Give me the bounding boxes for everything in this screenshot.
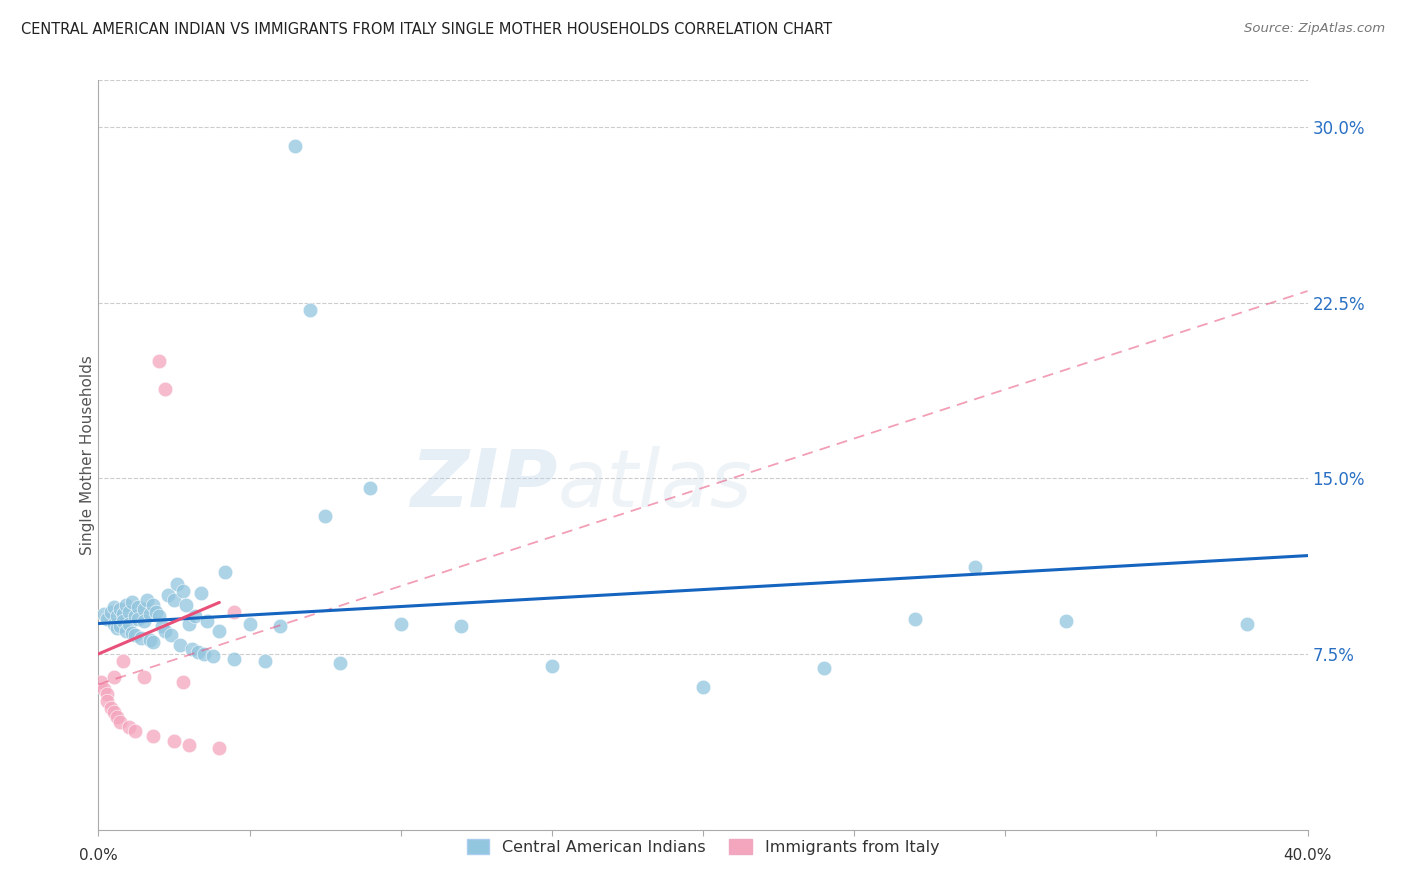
Point: [111, 607, 134, 621]
Point: [153, 382, 176, 396]
Point: [111, 614, 134, 628]
Point: [121, 626, 143, 640]
Point: [184, 609, 207, 624]
Point: [1054, 614, 1077, 628]
Point: [96, 612, 118, 626]
Point: [253, 654, 276, 668]
Legend: Central American Indians, Immigrants from Italy: Central American Indians, Immigrants fro…: [458, 830, 948, 863]
Point: [105, 710, 128, 724]
Point: [1236, 616, 1258, 631]
Point: [179, 739, 201, 753]
Point: [904, 612, 927, 626]
Point: [163, 593, 186, 607]
Point: [124, 724, 146, 739]
Point: [190, 586, 212, 600]
Point: [284, 138, 307, 153]
Point: [540, 658, 562, 673]
Point: [148, 354, 170, 368]
Point: [139, 632, 162, 647]
Point: [181, 642, 204, 657]
Point: [202, 649, 225, 664]
Point: [214, 565, 236, 579]
Point: [103, 670, 125, 684]
Point: [127, 600, 149, 615]
Point: [450, 619, 472, 633]
Point: [124, 628, 146, 642]
Point: [208, 624, 231, 638]
Point: [692, 680, 714, 694]
Point: [187, 644, 209, 658]
Point: [239, 616, 262, 631]
Point: [360, 481, 382, 495]
Point: [329, 657, 352, 671]
Point: [108, 714, 131, 729]
Point: [169, 638, 191, 652]
Point: [813, 661, 835, 675]
Point: [90, 675, 112, 690]
Point: [103, 616, 125, 631]
Point: [105, 621, 128, 635]
Point: [129, 631, 152, 645]
Point: [103, 706, 125, 720]
Point: [145, 605, 167, 619]
Point: [965, 560, 987, 574]
Point: [93, 682, 115, 697]
Point: [156, 589, 179, 603]
Text: 0.0%: 0.0%: [79, 848, 118, 863]
Point: [111, 654, 134, 668]
Point: [132, 602, 155, 616]
Point: [160, 628, 183, 642]
Point: [142, 729, 165, 743]
Point: [142, 635, 165, 649]
Point: [314, 508, 336, 523]
Point: [299, 302, 322, 317]
Point: [389, 616, 412, 631]
Point: [153, 624, 176, 638]
Point: [93, 607, 115, 621]
Point: [139, 607, 162, 621]
Point: [108, 602, 131, 616]
Point: [208, 740, 231, 755]
Point: [127, 612, 149, 626]
Point: [172, 675, 194, 690]
Text: 40.0%: 40.0%: [1284, 848, 1331, 863]
Point: [179, 616, 201, 631]
Point: [100, 605, 122, 619]
Text: atlas: atlas: [558, 446, 752, 524]
Text: CENTRAL AMERICAN INDIAN VS IMMIGRANTS FROM ITALY SINGLE MOTHER HOUSEHOLDS CORREL: CENTRAL AMERICAN INDIAN VS IMMIGRANTS FR…: [21, 22, 832, 37]
Point: [105, 609, 128, 624]
Point: [124, 609, 146, 624]
Point: [96, 687, 118, 701]
Point: [114, 598, 136, 612]
Point: [121, 595, 143, 609]
Point: [269, 619, 291, 633]
Point: [172, 583, 194, 598]
Point: [118, 616, 141, 631]
Y-axis label: Single Mother Households: Single Mother Households: [80, 355, 94, 555]
Point: [118, 719, 141, 733]
Point: [103, 600, 125, 615]
Point: [166, 576, 188, 591]
Point: [96, 694, 118, 708]
Point: [132, 670, 155, 684]
Point: [148, 609, 170, 624]
Point: [108, 619, 131, 633]
Point: [114, 624, 136, 638]
Point: [224, 605, 246, 619]
Point: [100, 701, 122, 715]
Point: [224, 651, 246, 665]
Point: [118, 605, 141, 619]
Point: [135, 593, 157, 607]
Point: [132, 614, 155, 628]
Point: [163, 733, 186, 747]
Point: [174, 598, 197, 612]
Point: [150, 619, 173, 633]
Text: Source: ZipAtlas.com: Source: ZipAtlas.com: [1244, 22, 1385, 36]
Point: [193, 647, 215, 661]
Text: ZIP: ZIP: [411, 446, 558, 524]
Point: [142, 598, 165, 612]
Point: [195, 614, 218, 628]
